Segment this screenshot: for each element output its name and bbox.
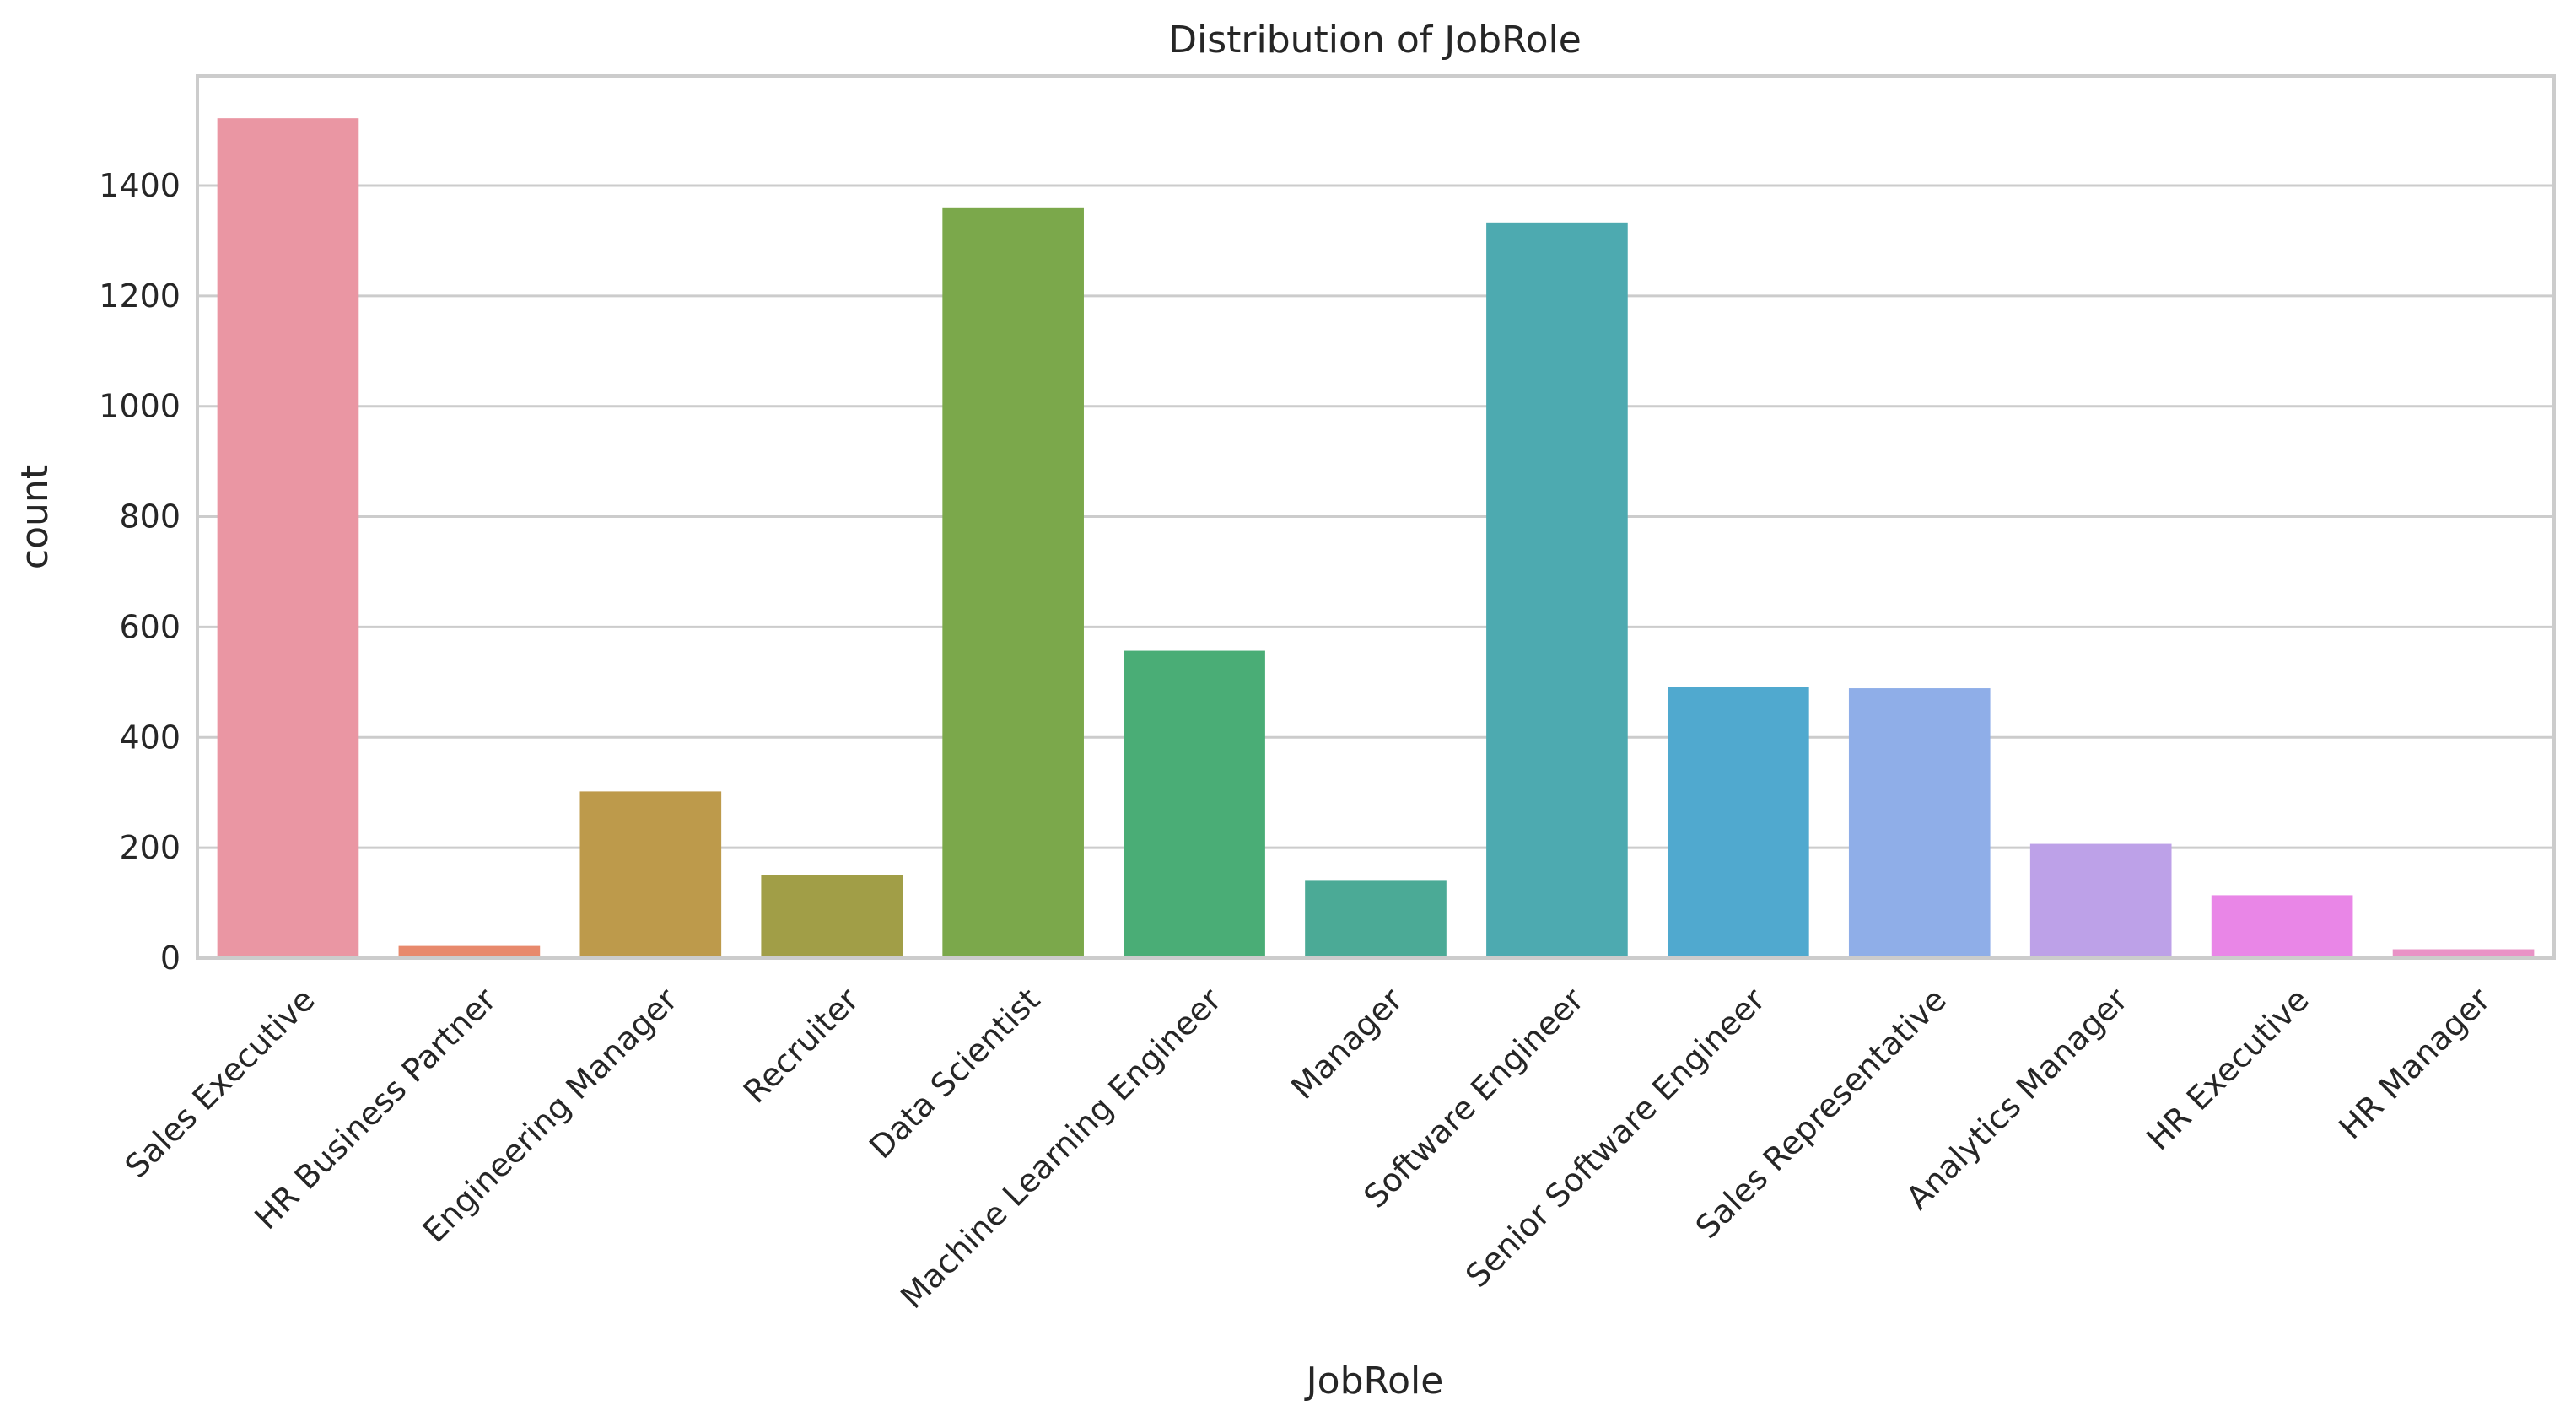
y-tick-label: 0 — [160, 940, 181, 977]
y-tick-label: 800 — [119, 498, 181, 536]
x-tick-label: HR Manager — [2331, 981, 2498, 1147]
bar — [579, 791, 722, 958]
bar — [217, 118, 359, 958]
x-tick-label: Sales Executive — [118, 981, 322, 1185]
bar — [761, 875, 903, 958]
y-axis-label: count — [13, 465, 57, 569]
x-tick-label: Senior Software Engineer — [1458, 981, 1772, 1295]
y-tick-label: 600 — [119, 608, 181, 645]
bar — [2392, 949, 2535, 958]
bar — [1848, 688, 1991, 958]
x-axis-label: JobRole — [1304, 1360, 1444, 1403]
bars — [217, 118, 2535, 959]
y-tick-label: 200 — [119, 829, 181, 866]
bar — [1124, 650, 1265, 958]
gridlines — [197, 184, 2554, 960]
y-tick-label: 1000 — [99, 388, 181, 425]
x-tick-label: Machine Learning Engineer — [893, 981, 1228, 1316]
bar — [942, 207, 1084, 959]
y-tick-labels: 0 200 400 600 800 1000 1200 1400 — [99, 167, 181, 977]
bar — [2211, 895, 2353, 958]
x-tick-label: HR Executive — [2139, 981, 2315, 1157]
y-tick-label: 400 — [119, 719, 181, 756]
bar — [398, 945, 541, 958]
chart-title: Distribution of JobRole — [1168, 19, 1582, 62]
bar — [1668, 687, 1809, 958]
bar — [2029, 843, 2172, 958]
x-tick-label: Recruiter — [736, 981, 866, 1111]
x-tick-label: Data Scientist — [862, 981, 1047, 1166]
bar — [1305, 880, 1447, 958]
y-tick-label: 1200 — [99, 277, 181, 315]
x-tick-label: Manager — [1284, 981, 1409, 1107]
y-tick-label: 1400 — [99, 167, 181, 204]
bar — [1486, 222, 1628, 958]
plot-frame — [196, 74, 2556, 960]
